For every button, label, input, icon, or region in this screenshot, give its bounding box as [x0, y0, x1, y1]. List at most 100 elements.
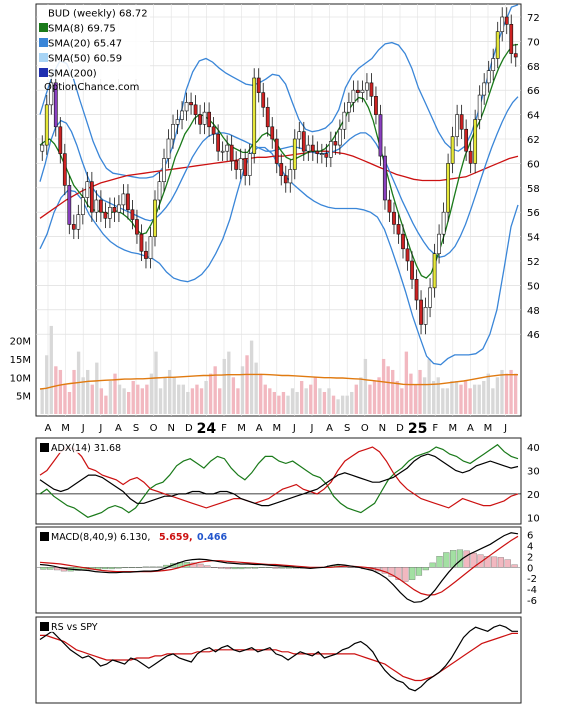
candle-body [437, 233, 441, 254]
x-tick-label: F [432, 423, 438, 434]
x-tick-label: M [61, 423, 70, 434]
candle-body [207, 111, 211, 128]
x-tick-label: A [467, 423, 474, 434]
macd-histogram-bar [265, 567, 272, 568]
candle-body [446, 163, 450, 213]
candle-body [504, 16, 509, 25]
candle-body [500, 16, 505, 32]
candle-body [198, 114, 202, 125]
macd-histogram-bar [484, 556, 491, 568]
volume-bar [208, 373, 213, 414]
candle-body [351, 89, 356, 103]
macd-histogram-bar [142, 566, 149, 568]
adx-y-tick-label: 30 [527, 466, 540, 477]
macd-signal-label: 5.659, [159, 532, 193, 543]
adx--di-line [39, 446, 519, 509]
volume-y-axis: 20M 15M 10M 5M [10, 337, 31, 403]
candle-body [283, 175, 288, 184]
candle-body [166, 138, 171, 159]
macd-legend-swatch [40, 532, 49, 541]
macd-label: MACD(8,40,9) 6.130, [51, 532, 150, 543]
volume-bar [222, 358, 226, 414]
volume-bar [404, 351, 409, 414]
macd-histogram-bar [217, 567, 225, 569]
candle-body [428, 287, 432, 308]
candle-body [67, 185, 72, 225]
x-axis-labels: A M J J A S O N D 24 F M A M J J A S O N D 25 F M A M J [45, 421, 507, 437]
legend-swatch [39, 23, 48, 32]
candle-body [202, 111, 207, 125]
macd-histogram-bar [395, 567, 402, 580]
macd-histogram-bar [279, 567, 286, 569]
price-y-tick-label: 46 [527, 330, 540, 341]
candle-body [297, 131, 302, 140]
volume-bar [272, 391, 277, 414]
price-y-tick-label: 52 [527, 257, 540, 268]
candle-body [126, 193, 130, 211]
legend-label: SMA(8) 69.75 [48, 24, 116, 35]
legend-swatch [39, 68, 48, 77]
macd-histogram-bar [422, 567, 429, 571]
candle-body [432, 253, 437, 289]
bollinger-upper-line [39, 4, 519, 179]
adx-y-tick-label: 40 [527, 443, 540, 454]
candle-body [459, 114, 464, 130]
legend-label: BUD (weekly) 68.72 [48, 9, 148, 20]
volume-bar [145, 384, 149, 414]
volume-bar [350, 391, 354, 414]
volume-bar [381, 358, 386, 414]
volume-bar [67, 391, 72, 414]
volume-sma-line [39, 373, 518, 390]
macd-histogram-bar [429, 562, 436, 568]
x-tick-label: M [448, 423, 457, 434]
macd-lines [36, 532, 521, 603]
price-y-tick-label: 60 [527, 159, 540, 170]
candle-body [44, 104, 49, 146]
candle-body [473, 119, 478, 164]
x-tick-label: A [45, 423, 52, 434]
volume-bar [463, 380, 468, 414]
legend-label: SMA(200) [48, 69, 97, 80]
volume-bar [63, 384, 67, 414]
candle-body [184, 102, 189, 112]
volume-bar [432, 380, 436, 414]
candle-body [383, 155, 387, 201]
macd-histogram-bar [190, 562, 197, 568]
macd-histogram-bar [272, 567, 279, 569]
x-tick-label: F [221, 423, 227, 434]
macd-histogram-bar [108, 567, 115, 570]
volume-bar [491, 388, 495, 414]
candle-body [216, 133, 221, 152]
macd-histogram-bar [101, 567, 108, 570]
volume-bar [158, 388, 163, 414]
candle-body [256, 77, 261, 93]
volume-bar [413, 384, 418, 414]
volume-bar [290, 388, 295, 414]
volume-bar [45, 355, 49, 414]
price-y-tick-label: 56 [527, 208, 540, 219]
volume-bar [372, 380, 377, 414]
x-tick-label: A [256, 423, 263, 434]
candle-body [464, 128, 469, 152]
x-tick-label: J [98, 423, 102, 434]
volume-bar [509, 369, 513, 414]
candle-body [486, 70, 491, 84]
macd-macd-line [39, 532, 519, 603]
volume-bar [454, 380, 459, 414]
macd-histogram-bar [497, 557, 504, 568]
volume-bar [340, 395, 345, 414]
macd-histogram-bar [258, 567, 265, 568]
volume-bar [377, 377, 381, 414]
candle-body [360, 89, 365, 93]
volume-bar [177, 384, 181, 414]
candle-body [98, 199, 103, 213]
candle-body [347, 102, 351, 113]
volume-bar [386, 366, 390, 414]
x-tick-label: J [292, 423, 296, 434]
candle-body [229, 144, 234, 162]
volume-bar [363, 358, 368, 414]
macd-histogram-bar [231, 567, 238, 570]
